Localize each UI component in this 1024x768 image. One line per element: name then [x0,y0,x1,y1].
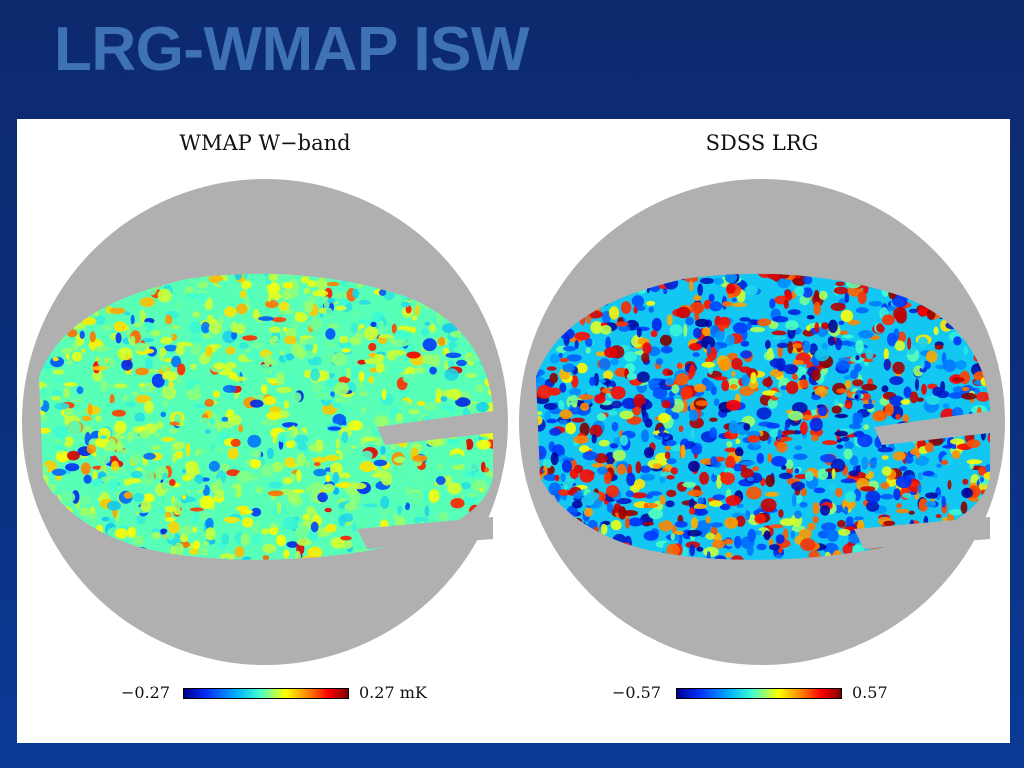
mask-gap [37,495,61,507]
panel-title: WMAP W−band [179,131,351,155]
colorbar-sdss: −0.57 0.57 [514,683,1010,703]
mask-gap [377,411,493,445]
figure-area: WMAP W−band −0.27 0.27 mK SDSS LRG −0.57… [17,119,1010,743]
colorbar-gradient [676,688,842,699]
mask-gap [117,273,169,293]
mask-gap [357,517,493,549]
colorbar-min-label: −0.57 [612,683,662,702]
colorbar-max-label: 0.27 mK [359,683,427,702]
colorbar-min-label: −0.27 [121,683,171,702]
mask-gap [874,411,990,445]
panel-title: SDSS LRG [705,131,819,155]
colorbar-max-label: 0.57 [852,683,888,702]
sky-map-sdss [519,179,1005,665]
colorbar-wmap: −0.27 0.27 mK [17,683,513,703]
panel-sdss: SDSS LRG −0.57 0.57 [514,119,1010,743]
mask-gap [854,517,990,549]
mask-gap [614,273,666,293]
colorbar-gradient [183,688,349,699]
sky-map-wmap [22,179,508,665]
panel-wmap: WMAP W−band −0.27 0.27 mK [17,119,513,743]
mask-gap [534,495,558,507]
slide-title: LRG-WMAP ISW [54,15,530,84]
